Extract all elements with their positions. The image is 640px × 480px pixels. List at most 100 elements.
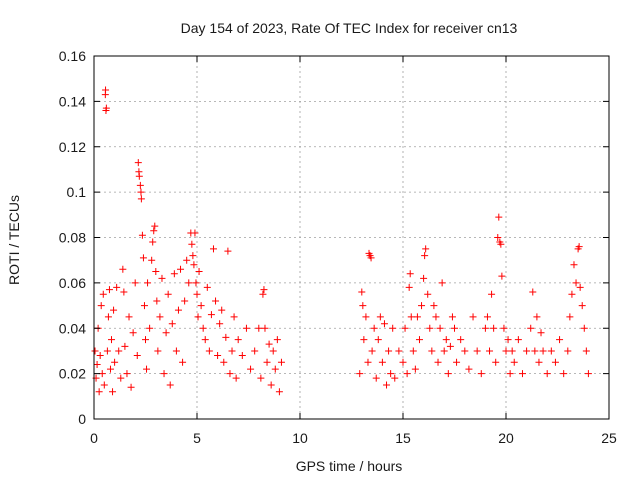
data-point xyxy=(385,347,393,355)
data-point xyxy=(436,324,444,332)
data-point xyxy=(481,324,489,332)
data-point xyxy=(121,342,129,350)
data-point xyxy=(242,324,250,332)
data-point xyxy=(154,347,162,355)
data-point xyxy=(403,370,411,378)
data-point xyxy=(383,381,391,389)
data-point xyxy=(190,261,198,269)
data-point xyxy=(533,313,541,321)
data-point xyxy=(95,388,103,396)
data-point xyxy=(193,290,201,298)
data-point xyxy=(424,290,432,298)
data-point xyxy=(226,370,234,378)
data-point xyxy=(273,336,281,344)
data-point xyxy=(578,302,586,310)
data-point xyxy=(275,388,283,396)
data-point xyxy=(461,347,469,355)
data-point xyxy=(174,306,182,314)
data-point xyxy=(277,358,285,366)
data-point xyxy=(117,374,125,382)
x-axis-label: GPS time / hours xyxy=(296,458,403,474)
data-point xyxy=(399,358,407,366)
data-point xyxy=(572,279,580,287)
data-point xyxy=(183,256,191,264)
plot-frame xyxy=(93,55,610,420)
data-point xyxy=(142,336,149,344)
data-point xyxy=(411,365,419,373)
data-point xyxy=(247,365,255,373)
data-point xyxy=(139,254,147,262)
data-point xyxy=(191,229,199,237)
data-point xyxy=(93,361,101,369)
x-tick-label: 25 xyxy=(601,430,617,446)
data-point xyxy=(197,302,205,310)
data-point xyxy=(368,347,376,355)
data-point xyxy=(137,195,145,203)
data-point xyxy=(430,302,438,310)
data-point xyxy=(110,306,118,314)
data-point xyxy=(420,274,428,282)
data-point xyxy=(263,358,271,366)
data-point xyxy=(465,365,473,373)
data-point xyxy=(518,370,526,378)
data-point xyxy=(508,347,516,355)
data-point xyxy=(438,279,446,287)
data-point xyxy=(259,290,267,298)
data-point xyxy=(232,374,240,382)
data-point xyxy=(148,256,156,264)
data-point xyxy=(374,336,382,344)
data-point xyxy=(457,336,465,344)
data-point xyxy=(105,286,113,294)
y-tick-label: 0.04 xyxy=(59,320,86,336)
data-point xyxy=(146,324,154,332)
data-point xyxy=(483,313,491,321)
data-point xyxy=(486,347,494,355)
data-point xyxy=(359,302,367,310)
data-point xyxy=(502,347,510,355)
data-point xyxy=(473,347,481,355)
data-point xyxy=(488,290,496,298)
data-point xyxy=(584,370,592,378)
data-point xyxy=(177,265,185,273)
data-point xyxy=(506,370,514,378)
y-axis-label: ROTI / TECUs xyxy=(6,195,22,285)
data-point xyxy=(137,188,145,196)
y-tick-label: 0.16 xyxy=(59,48,86,64)
data-point xyxy=(442,336,450,344)
data-point xyxy=(271,365,279,373)
data-point xyxy=(527,324,535,332)
y-tick-label: 0 xyxy=(78,411,86,427)
data-point xyxy=(134,159,142,167)
data-point xyxy=(428,347,436,355)
data-point xyxy=(102,104,110,112)
data-point xyxy=(401,324,409,332)
grid-layer xyxy=(94,56,609,419)
data-point xyxy=(179,358,187,366)
data-point xyxy=(387,370,395,378)
data-point xyxy=(358,288,366,296)
data-point xyxy=(140,302,148,310)
x-tick-label: 0 xyxy=(90,430,98,446)
data-point xyxy=(255,324,263,332)
data-point xyxy=(195,268,203,276)
data-point xyxy=(566,313,574,321)
data-point xyxy=(138,231,146,239)
data-point xyxy=(497,240,505,248)
data-point xyxy=(102,86,110,94)
data-point xyxy=(537,329,545,337)
points-layer xyxy=(91,86,592,396)
data-point xyxy=(162,329,170,337)
data-point xyxy=(205,347,213,355)
data-point xyxy=(158,274,166,282)
data-point xyxy=(108,336,116,344)
data-point xyxy=(170,270,178,278)
data-point xyxy=(407,313,415,321)
data-point xyxy=(409,347,417,355)
y-tick-label: 0.14 xyxy=(59,93,86,109)
data-point xyxy=(418,302,426,310)
data-point xyxy=(257,374,265,382)
data-point xyxy=(100,381,108,389)
data-point xyxy=(451,324,458,332)
data-point xyxy=(199,324,207,332)
